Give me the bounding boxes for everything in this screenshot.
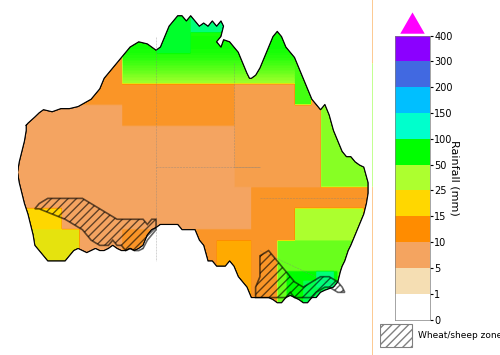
Bar xyxy=(395,190,430,216)
Bar xyxy=(395,61,430,87)
Bar xyxy=(395,294,430,320)
Bar xyxy=(395,242,430,268)
Bar xyxy=(380,324,412,346)
Text: Wheat/sheep zone: Wheat/sheep zone xyxy=(418,331,500,340)
PathPatch shape xyxy=(18,0,372,355)
Bar xyxy=(395,36,430,61)
Bar xyxy=(395,139,430,165)
Bar xyxy=(395,216,430,242)
Bar xyxy=(395,87,430,113)
Bar xyxy=(395,268,430,294)
Text: Rainfall (mm): Rainfall (mm) xyxy=(450,140,460,215)
Polygon shape xyxy=(400,12,425,34)
Bar xyxy=(395,165,430,190)
Bar xyxy=(395,10,430,36)
Bar xyxy=(395,113,430,139)
